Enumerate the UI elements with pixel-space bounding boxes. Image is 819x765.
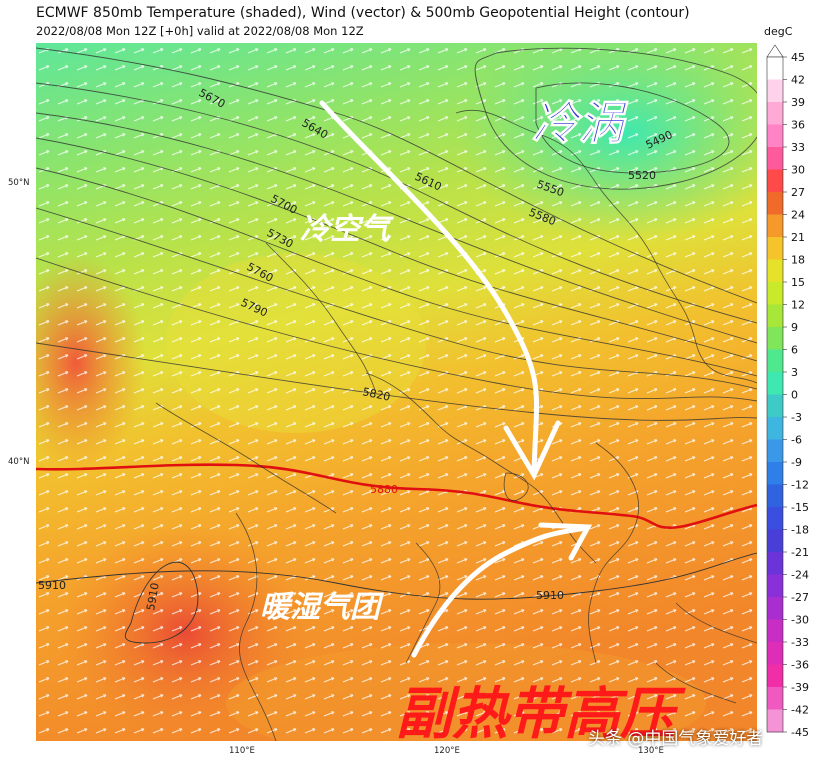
colorbar-segment xyxy=(767,102,783,125)
colorbar-tick-label: -27 xyxy=(791,591,809,604)
colorbar-segment xyxy=(767,529,783,553)
warm-air-arrow xyxy=(411,522,593,658)
colorbar-tick-label: 39 xyxy=(791,96,805,109)
colorbar-tick-label: 21 xyxy=(791,231,805,244)
colorbar-segment xyxy=(767,597,783,620)
cold-vortex-label: 冷涡 xyxy=(532,96,629,150)
colorbar-segment xyxy=(767,417,783,440)
colorbar-tick-label: -15 xyxy=(791,501,809,514)
colorbar-segment xyxy=(767,574,783,598)
colorbar-tick-label: 3 xyxy=(791,366,798,379)
colorbar-tick-label: 30 xyxy=(791,164,805,177)
colorbar-tick-label: 15 xyxy=(791,276,805,289)
contour-5910 xyxy=(36,552,757,600)
colorbar-segment xyxy=(767,57,783,80)
subtropical-high-label: 副热带高压 xyxy=(396,682,686,741)
colorbar-ticks: 4542393633302724211815129630-3-6-9-12-15… xyxy=(783,51,809,739)
lon-label-130: 130°E xyxy=(638,746,664,756)
colorbar-segments xyxy=(766,44,784,733)
colorbar-segment xyxy=(767,619,783,643)
colorbar-segment xyxy=(767,214,783,238)
colorbar-cap xyxy=(766,44,784,58)
lat-label-40: 40°N xyxy=(8,457,30,467)
colorbar-segment xyxy=(767,552,783,575)
colorbar-segment xyxy=(767,709,783,733)
colorbar-segment xyxy=(767,79,783,103)
colorbar-outline xyxy=(766,56,784,733)
colorbar-segment xyxy=(767,507,783,530)
colorbar-tick-label: 33 xyxy=(791,141,805,154)
colorbar-segment xyxy=(767,349,783,373)
colorbar-tick-label: -21 xyxy=(791,546,809,559)
colorbar-segment xyxy=(767,372,783,395)
colorbar-segment xyxy=(767,327,783,350)
colorbar-segment xyxy=(767,664,783,688)
svg-text:5880: 5880 xyxy=(370,483,398,496)
colorbar-tick-label: 24 xyxy=(791,209,805,222)
lon-label-120: 120°E xyxy=(434,746,460,756)
contour-5880 xyxy=(36,463,757,530)
colorbar-segment xyxy=(767,169,783,193)
colorbar-segment xyxy=(767,462,783,485)
colorbar-tick-label: -42 xyxy=(791,704,809,717)
colorbar-tick-label: -9 xyxy=(791,456,802,469)
chart-subtitle: 2022/08/08 Mon 12Z [+0h] valid at 2022/0… xyxy=(36,24,364,38)
svg-text:5910: 5910 xyxy=(536,589,564,602)
colorbar-segment xyxy=(767,687,783,710)
svg-text:5520: 5520 xyxy=(628,169,656,182)
colorbar-segment xyxy=(767,394,783,418)
lon-label-110: 110°E xyxy=(229,746,255,756)
wind-vectors xyxy=(36,43,757,741)
contour-5910-loop xyxy=(124,561,199,644)
colorbar-segment xyxy=(767,282,783,305)
colorbar-segment xyxy=(767,642,783,665)
colorbar-tick-label: 42 xyxy=(791,74,805,87)
colorbar-tick-label: -36 xyxy=(791,659,809,672)
svg-text:5910: 5910 xyxy=(38,579,66,592)
colorbar-tick-label: 12 xyxy=(791,299,805,312)
coastlines-borders xyxy=(155,109,757,741)
contour-labels: 5670 5640 5610 5550 5580 5520 5490 5700 … xyxy=(38,86,675,611)
colorbar-segment xyxy=(767,147,783,170)
colorbar-tick-label: 0 xyxy=(791,389,798,402)
watermark: 头条 @中国气象爱好者 xyxy=(588,729,764,749)
colorbar-segment xyxy=(767,439,783,463)
colorbar-tick-label: -39 xyxy=(791,681,809,694)
colorbar-segment xyxy=(767,124,783,148)
colorbar-tick-label: 45 xyxy=(791,51,805,64)
colorbar-segment xyxy=(767,484,783,508)
colorbar-tick-label: -33 xyxy=(791,636,809,649)
geopotential-contours xyxy=(36,47,757,421)
colorbar-tick-label: -24 xyxy=(791,569,809,582)
colorbar-tick-label: -3 xyxy=(791,411,802,424)
colorbar-tick-label: 18 xyxy=(791,254,805,267)
annotation-labels: 冷涡 冷空气 暖湿气团 副热带高压 xyxy=(260,96,686,742)
colorbar-tick-label: -30 xyxy=(791,614,809,627)
colorbar-segment xyxy=(767,304,783,328)
colorbar-tick-label: -45 xyxy=(791,726,809,739)
lat-label-50: 50°N xyxy=(8,178,30,188)
colorbar-tick-label: -18 xyxy=(791,524,809,537)
colorbar-tick-label: 6 xyxy=(791,344,798,357)
colorbar-tick-label: 36 xyxy=(791,119,805,132)
colorbar-tick-label: -12 xyxy=(791,479,809,492)
svg-text:5820: 5820 xyxy=(361,385,391,404)
weather-map: 5670 5640 5610 5550 5580 5520 5490 5700 … xyxy=(36,43,757,741)
chart-title: ECMWF 850mb Temperature (shaded), Wind (… xyxy=(36,5,690,21)
colorbar-tick-label: 9 xyxy=(791,321,798,334)
colorbar-tick-label: -6 xyxy=(791,434,802,447)
cold-air-label: 冷空气 xyxy=(300,212,394,247)
colorbar-segment xyxy=(767,192,783,215)
warm-moist-label: 暖湿气团 xyxy=(260,590,385,625)
colorbar-tick-label: 27 xyxy=(791,186,805,199)
colorbar-segment xyxy=(767,259,783,283)
colorbar-unit: degC xyxy=(764,25,793,38)
svg-text:5910: 5910 xyxy=(144,582,162,612)
cold-air-arrow xyxy=(319,100,561,481)
colorbar-segment xyxy=(767,237,783,260)
